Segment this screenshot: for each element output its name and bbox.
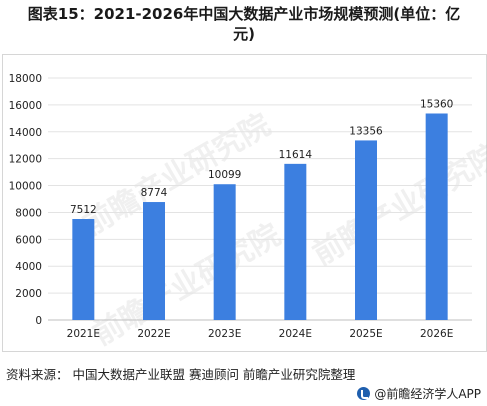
y-tick-label: 0 bbox=[35, 315, 42, 327]
data-label: 11614 bbox=[279, 149, 313, 161]
data-label: 13356 bbox=[349, 125, 383, 137]
x-tick-label: 2025E bbox=[349, 328, 382, 340]
brand-logo-icon bbox=[357, 387, 371, 400]
x-tick-label: 2021E bbox=[67, 328, 100, 340]
footer-brand-text: @前瞻经济学人APP bbox=[374, 387, 481, 401]
bar bbox=[284, 163, 307, 320]
bar bbox=[72, 219, 95, 320]
x-tick-label: 2026E bbox=[420, 328, 453, 340]
x-tick-label: 2024E bbox=[279, 328, 312, 340]
x-tick-label: 2023E bbox=[208, 328, 241, 340]
title-line-1: 图表15：2021-2026年中国大数据产业市场规模预测(单位：亿 bbox=[27, 5, 461, 23]
y-tick-label: 14000 bbox=[9, 127, 42, 139]
bar bbox=[143, 202, 165, 320]
y-tick-label: 6000 bbox=[15, 234, 42, 246]
data-label: 10099 bbox=[208, 169, 241, 181]
bar bbox=[355, 140, 377, 320]
y-tick-label: 16000 bbox=[9, 100, 42, 112]
data-label: 7512 bbox=[70, 204, 97, 216]
y-tick-label: 18000 bbox=[9, 73, 42, 85]
y-tick-label: 12000 bbox=[9, 154, 42, 166]
x-tick-label: 2022E bbox=[137, 328, 170, 340]
data-label: 8774 bbox=[141, 187, 168, 199]
y-tick-label: 2000 bbox=[15, 288, 42, 300]
y-tick-label: 8000 bbox=[15, 207, 42, 219]
y-tick-label: 4000 bbox=[15, 261, 42, 273]
bar bbox=[425, 113, 448, 320]
title-line-2: 元) bbox=[233, 25, 255, 43]
chart-title: 图表15：2021-2026年中国大数据产业市场规模预测(单位：亿 元) bbox=[0, 0, 487, 46]
bar bbox=[213, 184, 236, 320]
footer-brand: @前瞻经济学人APP bbox=[357, 385, 481, 402]
data-label: 15360 bbox=[420, 98, 453, 110]
y-tick-label: 10000 bbox=[9, 181, 42, 193]
source-note: 资料来源： 中国大数据产业联盟 赛迪顾问 前瞻产业研究院整理 bbox=[6, 367, 356, 382]
